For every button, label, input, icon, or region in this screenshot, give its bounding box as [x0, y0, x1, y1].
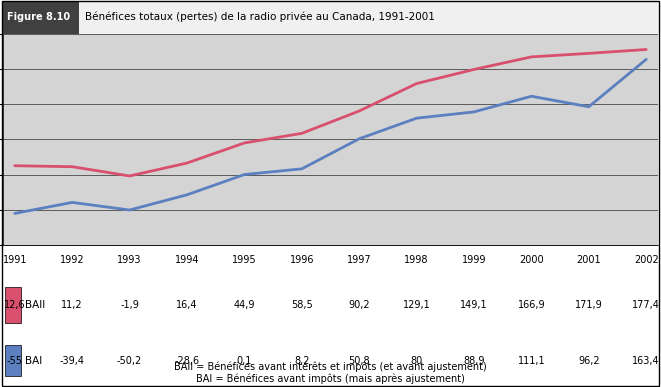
Text: Bénéfices totaux (pertes) de la radio privée au Canada, 1991-2001: Bénéfices totaux (pertes) de la radio pr… — [85, 12, 435, 22]
Text: BAI = Bénéfices avant impôts (mais après ajustement): BAI = Bénéfices avant impôts (mais après… — [196, 373, 465, 384]
Bar — [5, 345, 21, 376]
Bar — [3, 1, 79, 34]
Text: 50,8: 50,8 — [348, 356, 370, 366]
Text: 166,9: 166,9 — [518, 300, 545, 310]
Text: 2000: 2000 — [519, 255, 544, 265]
Text: -1,9: -1,9 — [120, 300, 139, 310]
Text: 88,9: 88,9 — [463, 356, 485, 366]
Text: 80: 80 — [410, 356, 423, 366]
Text: 90,2: 90,2 — [348, 300, 370, 310]
Text: -50,2: -50,2 — [117, 356, 142, 366]
Text: 1996: 1996 — [290, 255, 314, 265]
Text: 1992: 1992 — [60, 255, 85, 265]
Bar — [79, 1, 658, 34]
Text: 1995: 1995 — [232, 255, 256, 265]
Text: -39,4: -39,4 — [59, 356, 85, 366]
Text: 0,1: 0,1 — [237, 356, 252, 366]
Text: 171,9: 171,9 — [575, 300, 603, 310]
Text: 96,2: 96,2 — [578, 356, 600, 366]
Text: 8,2: 8,2 — [294, 356, 309, 366]
Text: 177,4: 177,4 — [633, 300, 660, 310]
Text: 163,4: 163,4 — [633, 356, 660, 366]
Text: -28,6: -28,6 — [175, 356, 200, 366]
Text: 16,4: 16,4 — [176, 300, 198, 310]
Text: BAII = Bénéfices avant intérêts et impôts (et avant ajustement): BAII = Bénéfices avant intérêts et impôt… — [174, 361, 487, 372]
Text: BAII: BAII — [25, 300, 45, 310]
Text: 11,2: 11,2 — [61, 300, 83, 310]
Text: 111,1: 111,1 — [518, 356, 545, 366]
Text: 1993: 1993 — [118, 255, 142, 265]
Text: 149,1: 149,1 — [460, 300, 488, 310]
Bar — [5, 287, 21, 323]
Text: 2002: 2002 — [634, 255, 658, 265]
Text: 129,1: 129,1 — [403, 300, 430, 310]
Text: 58,5: 58,5 — [291, 300, 313, 310]
Text: BAI: BAI — [25, 356, 42, 366]
Text: 12,6: 12,6 — [4, 300, 26, 310]
Text: 44,9: 44,9 — [233, 300, 255, 310]
Text: 1991: 1991 — [3, 255, 27, 265]
Text: 1994: 1994 — [175, 255, 199, 265]
Text: 1997: 1997 — [347, 255, 371, 265]
Text: Figure 8.10: Figure 8.10 — [7, 12, 69, 22]
Text: 2001: 2001 — [576, 255, 601, 265]
Text: 1998: 1998 — [405, 255, 429, 265]
Text: -55: -55 — [7, 356, 22, 366]
Text: 1999: 1999 — [462, 255, 486, 265]
